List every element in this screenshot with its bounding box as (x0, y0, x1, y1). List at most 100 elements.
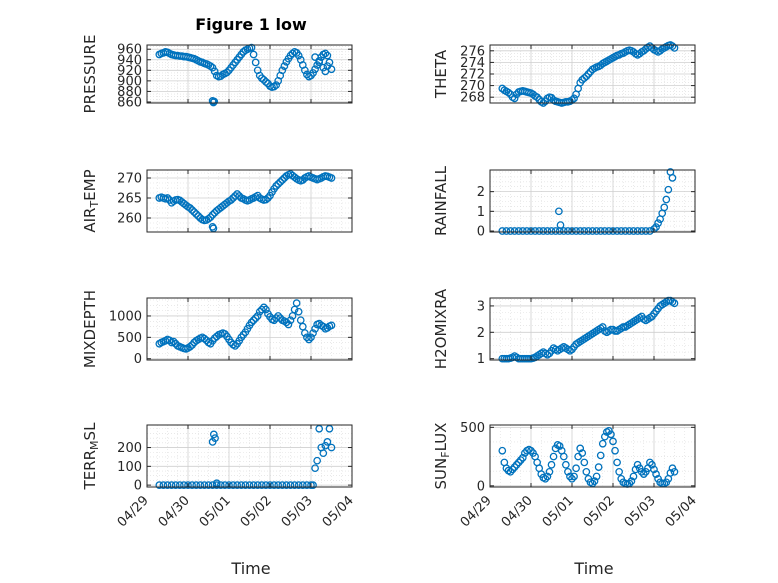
data-point (568, 227, 576, 235)
data-point (274, 180, 283, 188)
data-point (274, 481, 283, 489)
y-axis-label: THETA (432, 49, 450, 99)
data-point (590, 477, 599, 486)
data-point (637, 227, 646, 235)
data-point (654, 219, 662, 227)
y-tick-label: 100 (117, 460, 142, 475)
data-point (613, 458, 621, 467)
data-point (321, 49, 330, 58)
data-point (257, 305, 266, 314)
data-point (292, 299, 301, 307)
data-point (549, 452, 558, 461)
data-point (570, 94, 578, 103)
data-point (247, 318, 256, 327)
data-point (518, 227, 527, 235)
data-point (646, 458, 654, 467)
data-point (598, 439, 607, 448)
y-tick-label: 274 (460, 56, 485, 71)
data-point (518, 453, 527, 462)
data-point (502, 227, 511, 235)
data-point (605, 227, 613, 235)
data-point (582, 467, 591, 476)
data-point (192, 481, 201, 489)
data-point (282, 481, 291, 489)
data-point (315, 58, 324, 67)
data-point (169, 337, 178, 346)
data-point (566, 472, 574, 481)
data-point (629, 227, 638, 235)
y-tick-label: 2 (477, 185, 485, 200)
y-tick-label: 940 (117, 53, 142, 68)
data-point (163, 481, 172, 489)
data-point (613, 227, 621, 235)
data-point (662, 195, 671, 204)
data-point (204, 214, 213, 223)
panel-h2omixra: 1 2 3 H2OMIXRA (432, 288, 696, 369)
panel-rainfall: 0 1 2 RAINFALL (432, 165, 696, 240)
data-point (664, 185, 673, 194)
y-axis-label: RAINFALL (432, 165, 450, 236)
y-tick-label: 500 (460, 421, 485, 436)
y-tick-label: 880 (117, 85, 142, 100)
data-point (171, 481, 180, 489)
y-tick-label: 270 (460, 79, 485, 94)
y-axis-label: TERRMSL (81, 422, 101, 491)
data-point (294, 481, 303, 489)
data-point (294, 51, 303, 60)
data-point (290, 481, 299, 489)
data-point (498, 227, 507, 235)
data-point (208, 481, 217, 489)
y-tick-label: 268 (460, 91, 485, 106)
axes-box (489, 297, 696, 361)
y-axis-label: PRESSURE (81, 35, 99, 114)
data-point (609, 227, 617, 235)
y-tick-label: 3 (477, 299, 485, 314)
panel-mixdepth: 0 500 1000 MIXDEPTH (81, 290, 353, 368)
data-point (323, 51, 332, 60)
data-point (266, 481, 274, 489)
data-point (323, 438, 332, 446)
data-point (625, 227, 634, 235)
data-point (210, 67, 219, 76)
data-point (278, 176, 287, 184)
data-point (262, 481, 270, 489)
axes-box (146, 169, 353, 233)
data-point (300, 66, 309, 75)
data-point (286, 316, 295, 325)
data-point (311, 65, 319, 74)
data-point (211, 434, 219, 443)
data-point (627, 477, 636, 486)
data-point (607, 430, 615, 439)
data-point (543, 227, 552, 235)
data-point (309, 329, 317, 337)
data-point (229, 481, 237, 489)
y-tick-label: 0 (477, 225, 485, 240)
data-point (555, 442, 564, 450)
y-tick-label: 270 (117, 172, 142, 187)
data-point (272, 182, 280, 190)
data-point (188, 481, 196, 489)
data-point (311, 53, 319, 61)
data-point (629, 472, 638, 481)
data-point (564, 227, 572, 235)
data-point (584, 70, 593, 78)
data-point (231, 342, 239, 350)
data-point (253, 312, 262, 320)
data-point (543, 472, 552, 481)
y-tick-label: 1000 (109, 309, 142, 324)
data-point (245, 481, 254, 489)
data-point (247, 43, 256, 52)
data-point (555, 207, 563, 216)
data-point (274, 312, 283, 320)
data-point (584, 227, 593, 235)
data-point (212, 479, 221, 488)
data-point (594, 463, 603, 471)
data-point (545, 467, 554, 476)
data-point (186, 204, 194, 212)
data-point (188, 206, 196, 214)
data-point (633, 227, 642, 235)
data-point (311, 324, 319, 333)
axes-box (146, 297, 353, 361)
data-point (650, 465, 658, 474)
